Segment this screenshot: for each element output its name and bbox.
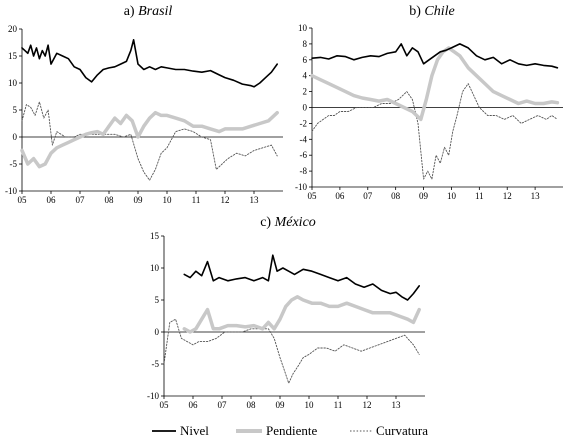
brasil-series-nivel xyxy=(21,38,279,88)
chile-series-pendiente xyxy=(310,46,560,122)
brasil-x-tick-label: 05 xyxy=(18,195,28,205)
chile-series-nivel xyxy=(311,43,559,69)
legend: Nivel Pendiente Curvatura xyxy=(152,423,428,438)
legend-label-nivel: Nivel xyxy=(180,423,209,438)
mexico-x-tick-label: 08 xyxy=(247,400,257,410)
mexico-x-tick-label: 12 xyxy=(363,400,372,410)
chile-x-tick-label: 09 xyxy=(419,191,429,201)
legend-label-curvatura: Curvatura xyxy=(376,423,428,438)
brasil-y-tick-label: 20 xyxy=(8,24,18,34)
chile-y-tick-label: -6 xyxy=(300,150,308,160)
brasil-x-tick-label: 07 xyxy=(76,195,86,205)
chile-y-tick-label: -2 xyxy=(300,118,308,128)
chile-y-tick-label: 4 xyxy=(303,71,308,81)
panel-chile: b) Chile -10 -8 -6 -4 -2 0 2 4 6 8 10 05 06 07 08 09 10 1… xyxy=(295,4,563,201)
mexico-x-tick-label: 10 xyxy=(305,400,315,410)
mexico-series-nivel xyxy=(183,254,421,301)
mexico-x-tick-label: 11 xyxy=(334,400,343,410)
mexico-y-tick-label: 5 xyxy=(155,295,160,305)
brasil-x-tick-label: 11 xyxy=(192,195,201,205)
brasil-y-tick-label: -5 xyxy=(10,159,18,169)
brasil-x-tick-label: 09 xyxy=(134,195,144,205)
mexico-x-tick-label: 06 xyxy=(189,400,199,410)
mexico-series-curvatura xyxy=(163,318,420,384)
chile-y-tick-label: 6 xyxy=(303,55,308,65)
panel-chile-title: b) Chile xyxy=(409,4,455,19)
brasil-y-tick-label: 15 xyxy=(8,51,18,61)
chile-y-tick-label: -10 xyxy=(295,182,307,192)
mexico-y-tick-label: -5 xyxy=(152,359,160,369)
panel-brasil-title: a) Brasil xyxy=(124,4,173,19)
chile-x-tick-label: 10 xyxy=(447,191,457,201)
panel-mexico-title: c) México xyxy=(260,215,316,230)
brasil-x-tick-label: 10 xyxy=(163,195,173,205)
chile-x-tick-label: 06 xyxy=(335,191,345,201)
chile-x-tick-label: 05 xyxy=(308,191,318,201)
mexico-y-tick-label: 15 xyxy=(150,231,160,241)
chile-x-tick-label: 08 xyxy=(391,191,401,201)
mexico-x-tick-label: 09 xyxy=(276,400,286,410)
brasil-y-tick-label: 5 xyxy=(13,105,18,115)
chile-series-curvatura xyxy=(311,83,558,180)
mexico-y-tick-label: 10 xyxy=(150,263,160,273)
brasil-series-curvatura xyxy=(21,101,278,181)
chile-y-tick-label: 8 xyxy=(303,39,308,49)
chile-y-tick-label: -4 xyxy=(300,134,308,144)
chile-y-tick-label: 2 xyxy=(303,87,308,97)
brasil-x-tick-label: 06 xyxy=(47,195,57,205)
brasil-x-tick-label: 12 xyxy=(221,195,230,205)
chile-y-tick-label: 10 xyxy=(298,23,308,33)
mexico-series-pendiente xyxy=(182,295,421,334)
mexico-x-tick-label: 05 xyxy=(160,400,170,410)
brasil-series-pendiente xyxy=(20,110,279,169)
legend-label-pendiente: Pendiente xyxy=(266,423,317,438)
brasil-y-tick-label: -10 xyxy=(5,186,17,196)
brasil-y-tick-label: 0 xyxy=(13,132,18,142)
chile-y-tick-label: 0 xyxy=(303,103,308,113)
chile-x-tick-label: 12 xyxy=(503,191,512,201)
plot-chile: -10 -8 -6 -4 -2 0 2 4 6 8 10 05 06 07 08 09 10 11 12 13 xyxy=(295,23,563,201)
mexico-x-tick-label: 07 xyxy=(218,400,228,410)
chile-x-tick-label: 11 xyxy=(475,191,484,201)
mexico-x-tick-label: 13 xyxy=(392,400,402,410)
mexico-y-tick-label: 0 xyxy=(155,327,160,337)
brasil-y-tick-label: 10 xyxy=(8,78,18,88)
brasil-x-tick-label: 08 xyxy=(105,195,115,205)
brasil-x-tick-label: 13 xyxy=(250,195,260,205)
mexico-y-tick-label: -10 xyxy=(147,391,159,401)
chile-x-tick-label: 07 xyxy=(363,191,373,201)
chile-x-tick-label: 13 xyxy=(531,191,541,201)
chile-y-tick-label: -8 xyxy=(300,166,308,176)
